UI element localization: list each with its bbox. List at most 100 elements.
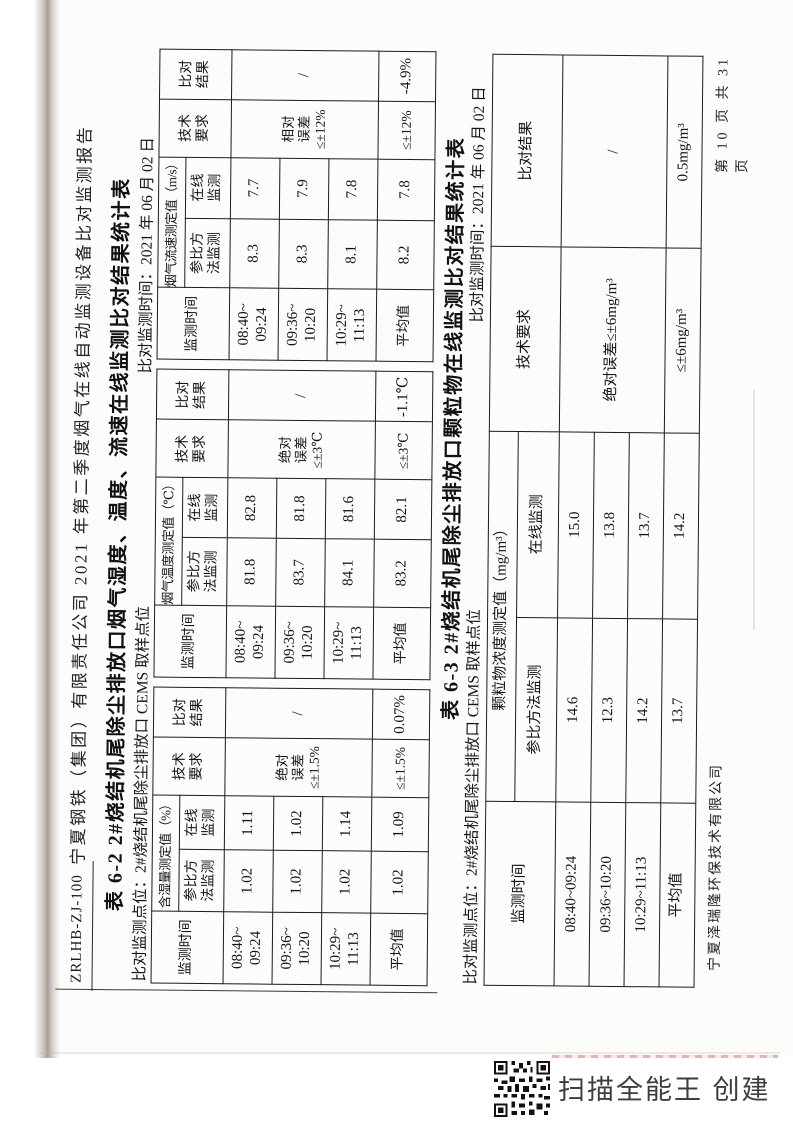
table-6-2-site-label: 比对监测点位：2#烧结机尾除尘排放口 CEMS 取样点位 bbox=[131, 605, 153, 982]
th-cems-line2: 监测 bbox=[201, 808, 218, 837]
footer-company: 宁夏泽瑞隆环保技术有限公司 bbox=[707, 762, 725, 972]
th-tech-line2: 要求 bbox=[192, 434, 208, 464]
cems-value-cell: 7.7 bbox=[230, 157, 280, 219]
th-ref-line1: 参比方 bbox=[190, 231, 207, 275]
time-cell: 10:29~11:13 bbox=[321, 912, 371, 986]
time-line1: 09:36~ bbox=[284, 303, 302, 347]
page-bottom-edge bbox=[40, 1052, 780, 1054]
table-6-2-date-label: 比对监测时间：2021 年 06 月 02 日 bbox=[137, 136, 157, 374]
th-cems: 在线监测 bbox=[516, 431, 560, 618]
table-6-2: 监测时间 含湿量测定值（%） 技术 要求 比对 结果 参比方 法监测 在线 监测 08:… bbox=[151, 46, 437, 987]
th-cems: 在线监测 bbox=[185, 156, 231, 219]
th-tech-line2: 要求 bbox=[195, 114, 211, 143]
th-ref-line2: 法监测 bbox=[207, 232, 223, 275]
time-line1: 09:36~ bbox=[281, 621, 299, 664]
group-header-row: 监测时间 颗粒物浓度测定值（mg/m³） 技术要求 比对结果 bbox=[484, 54, 563, 986]
cems-value-cell: 1.14 bbox=[322, 796, 372, 852]
cems-value-cell: 1.11 bbox=[224, 795, 274, 851]
qr-code-icon bbox=[494, 1061, 550, 1117]
ref-value-cell: 14.6 bbox=[555, 617, 593, 803]
th-cems-line1: 在线 bbox=[185, 808, 201, 837]
avg-cems-cell: 14.2 bbox=[662, 432, 700, 620]
data-row: 08:40~ 09:24 81.8 82.8 绝对 误差 ≤±3℃ / bbox=[225, 370, 376, 679]
scanner-watermark-text: 扫描全能王 创建 bbox=[558, 1075, 771, 1105]
th-result: 比对结果 bbox=[156, 369, 229, 421]
tech-line1: 绝对 bbox=[274, 753, 290, 781]
avg-label-cell: 平均值 bbox=[372, 607, 431, 680]
ref-value-cell: 1.02 bbox=[321, 850, 372, 914]
ref-value-cell: 1.02 bbox=[223, 849, 274, 913]
rotated-document: ZRLHB-ZJ-100 宁夏钢铁（集团）有限责任公司 2021 年第二季度烟气… bbox=[55, 38, 760, 998]
avg-result-cell: 0.07% bbox=[372, 689, 430, 740]
tech-req-cell: 绝对误差≤±6mg/m³ bbox=[559, 247, 667, 433]
avg-label-cell: 平均值 bbox=[370, 913, 428, 986]
th-ref-line2: 法监测 bbox=[201, 859, 217, 902]
cems-value-cell: 15.0 bbox=[557, 431, 595, 619]
ref-value-cell: 8.3 bbox=[278, 218, 329, 290]
time-cell: 09:36~10:20 bbox=[589, 802, 626, 987]
page-crease bbox=[753, 390, 755, 630]
tech-req-cell: 绝对 误差 ≤±1.5% bbox=[224, 737, 373, 798]
avg-label-cell: 平均值 bbox=[375, 289, 434, 363]
avg-tech-cell: ≤±12% bbox=[377, 100, 436, 160]
avg-result-cell: -4.9% bbox=[378, 50, 436, 102]
avg-cems-cell: 7.8 bbox=[377, 158, 435, 221]
time-line2: 10:20 bbox=[302, 307, 320, 343]
ref-value-cell: 83.7 bbox=[275, 538, 326, 607]
th-ref: 参比方法监测 bbox=[184, 217, 231, 289]
time-line1: 09:36~ bbox=[278, 927, 296, 970]
avg-label-cell: 平均值 bbox=[659, 802, 696, 988]
result-cell: / bbox=[225, 687, 373, 740]
data-row: 08:40~ 09:24 1.02 1.11 绝对 误差 ≤±1.5% / bbox=[223, 687, 373, 985]
time-cell: 08:40~09:24 bbox=[225, 605, 276, 679]
tech-line1: 相对 bbox=[280, 115, 296, 143]
tech-line2: 误差 bbox=[290, 753, 306, 782]
avg-cems-cell: 1.09 bbox=[371, 797, 429, 852]
th-tech-line1: 技术 bbox=[178, 113, 194, 143]
th-time: 监测时间 bbox=[151, 911, 224, 984]
tech-line2: 误差 bbox=[296, 115, 312, 143]
th-ref: 参比方法监测 bbox=[181, 537, 228, 606]
tech-line1: 绝对 bbox=[277, 436, 293, 464]
time-line1: 08:40~ bbox=[235, 303, 253, 346]
time-cell: 09:36~10:20 bbox=[278, 288, 328, 362]
time-line2: 11:13 bbox=[345, 932, 363, 966]
average-row: 平均值 83.2 82.1 ≤±3℃ -1.1℃ bbox=[372, 371, 433, 680]
group-header-row: 监测时间 烟气温度测定值（℃） 技术 要求 比对 结果 bbox=[153, 369, 229, 678]
document-content: ZRLHB-ZJ-100 宁夏钢铁（集团）有限责任公司 2021 年第二季度烟气… bbox=[55, 35, 764, 1002]
th-group-particulate: 颗粒物浓度测定值（mg/m³） bbox=[485, 430, 519, 802]
th-cems-line2: 监测 bbox=[208, 173, 224, 202]
result-cell: / bbox=[231, 49, 379, 101]
group-header-row: 监测时间 含湿量测定值（%） 技术 要求 比对 结果 bbox=[151, 687, 226, 984]
ref-value-cell: 8.1 bbox=[327, 219, 378, 290]
cems-value-cell: 81.8 bbox=[276, 478, 326, 539]
tech-req-cell: 相对 误差 ≤±12% bbox=[230, 99, 379, 159]
th-tech-line1: 技术 bbox=[172, 752, 188, 781]
th-result-line1: 比对 bbox=[179, 59, 195, 89]
table-6-3-site-label: 比对监测点位：2#烧结机尾除尘排放口 CEMS 取样点位 bbox=[462, 609, 484, 985]
time-cell: 09:36~10:20 bbox=[274, 606, 325, 679]
tech-line3: ≤±3℃ bbox=[309, 431, 325, 469]
time-line1: 08:40~ bbox=[232, 620, 250, 664]
th-tech: 技术要求 bbox=[155, 419, 229, 479]
time-line1: 10:29~ bbox=[333, 304, 351, 347]
scanned-page bbox=[36, 0, 793, 1056]
time-cell: 08:40~09:24 bbox=[554, 801, 591, 987]
time-line1: 08:40~ bbox=[229, 926, 247, 970]
time-cell: 10:29~11:13 bbox=[323, 606, 374, 680]
avg-cems-cell: 82.1 bbox=[374, 479, 432, 540]
th-group-temperature: 烟气温度测定值（℃） bbox=[154, 477, 183, 606]
avg-tech-cell: ≤±1.5% bbox=[371, 739, 430, 798]
table-6-3: 监测时间 颗粒物浓度测定值（mg/m³） 技术要求 比对结果 参比方法监测 在线… bbox=[484, 54, 704, 988]
data-row: 08:40~ 09:24 8.3 7.7 相对 误差 ≤±12% / bbox=[229, 49, 379, 361]
result-cell: / bbox=[561, 54, 668, 249]
time-line2: 10:20 bbox=[299, 625, 316, 660]
time-line1: 10:29~ bbox=[330, 621, 348, 665]
th-tech-line1: 技术 bbox=[175, 434, 191, 463]
tech-req-cell: 绝对 误差 ≤±3℃ bbox=[227, 420, 376, 480]
th-result-line2: 结果 bbox=[195, 60, 211, 89]
th-time: 监测时间 bbox=[153, 605, 227, 678]
avg-ref-cell: 13.7 bbox=[660, 618, 698, 804]
th-cems: 在线监测 bbox=[182, 477, 228, 538]
th-result: 比对结果 bbox=[491, 54, 563, 248]
